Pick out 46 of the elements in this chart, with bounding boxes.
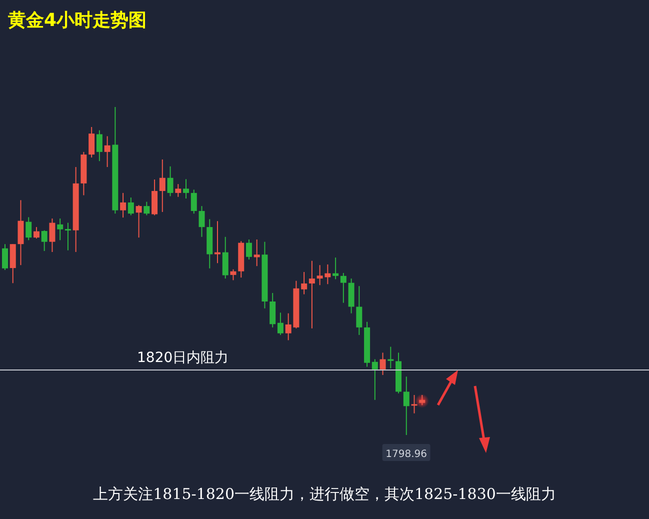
- candlestick: [88, 126, 95, 158]
- candlestick: [49, 218, 56, 252]
- candlestick: [372, 358, 378, 400]
- candlestick: [254, 239, 260, 267]
- candlestick: [57, 218, 64, 241]
- candlestick: [144, 201, 150, 216]
- candlestick: [41, 230, 48, 252]
- candlestick: [301, 271, 308, 295]
- candlestick: [104, 136, 110, 168]
- candlestick: [175, 184, 182, 198]
- annotation: 1798.96: [386, 449, 428, 460]
- candlestick: [26, 216, 32, 241]
- candlestick: [190, 189, 197, 214]
- candlestick: [348, 278, 354, 314]
- candlestick: [128, 197, 134, 216]
- ref-line-label: 1820日内阻力: [137, 350, 229, 366]
- candlestick: [308, 260, 315, 329]
- candlestick: [159, 158, 166, 212]
- chart-title: 黄金4小时走势图: [8, 9, 147, 32]
- candlestick: [356, 286, 362, 336]
- candlestick: [340, 272, 346, 304]
- candlestick: [222, 236, 228, 280]
- candlestick: [411, 394, 418, 414]
- candlestick: [403, 376, 410, 435]
- candlestick: [214, 220, 220, 264]
- candlestick: [64, 222, 71, 251]
- candlestick: [419, 394, 426, 406]
- candlestick: [96, 130, 102, 162]
- candlestick: [270, 292, 276, 328]
- candlestick: [246, 239, 252, 260]
- candlestick: [33, 226, 40, 240]
- candlestick: [198, 206, 205, 238]
- candlestick: [2, 244, 8, 271]
- candlestick: [120, 192, 126, 218]
- candlestick: [152, 178, 158, 216]
- candlestick: [10, 244, 16, 284]
- candlestick: [277, 312, 284, 336]
- candlestick: [136, 204, 142, 238]
- candlestick: [18, 200, 24, 266]
- candlestick: [167, 166, 174, 197]
- candlestick: [332, 257, 339, 280]
- candlestick: [230, 268, 236, 281]
- candlestick: [388, 346, 394, 369]
- text: 上方关注1815-1820一线阻力，进行做空，其次1825-1830一线阻力: [92, 485, 557, 504]
- candlestick: [183, 178, 190, 200]
- candlestick: [380, 352, 386, 376]
